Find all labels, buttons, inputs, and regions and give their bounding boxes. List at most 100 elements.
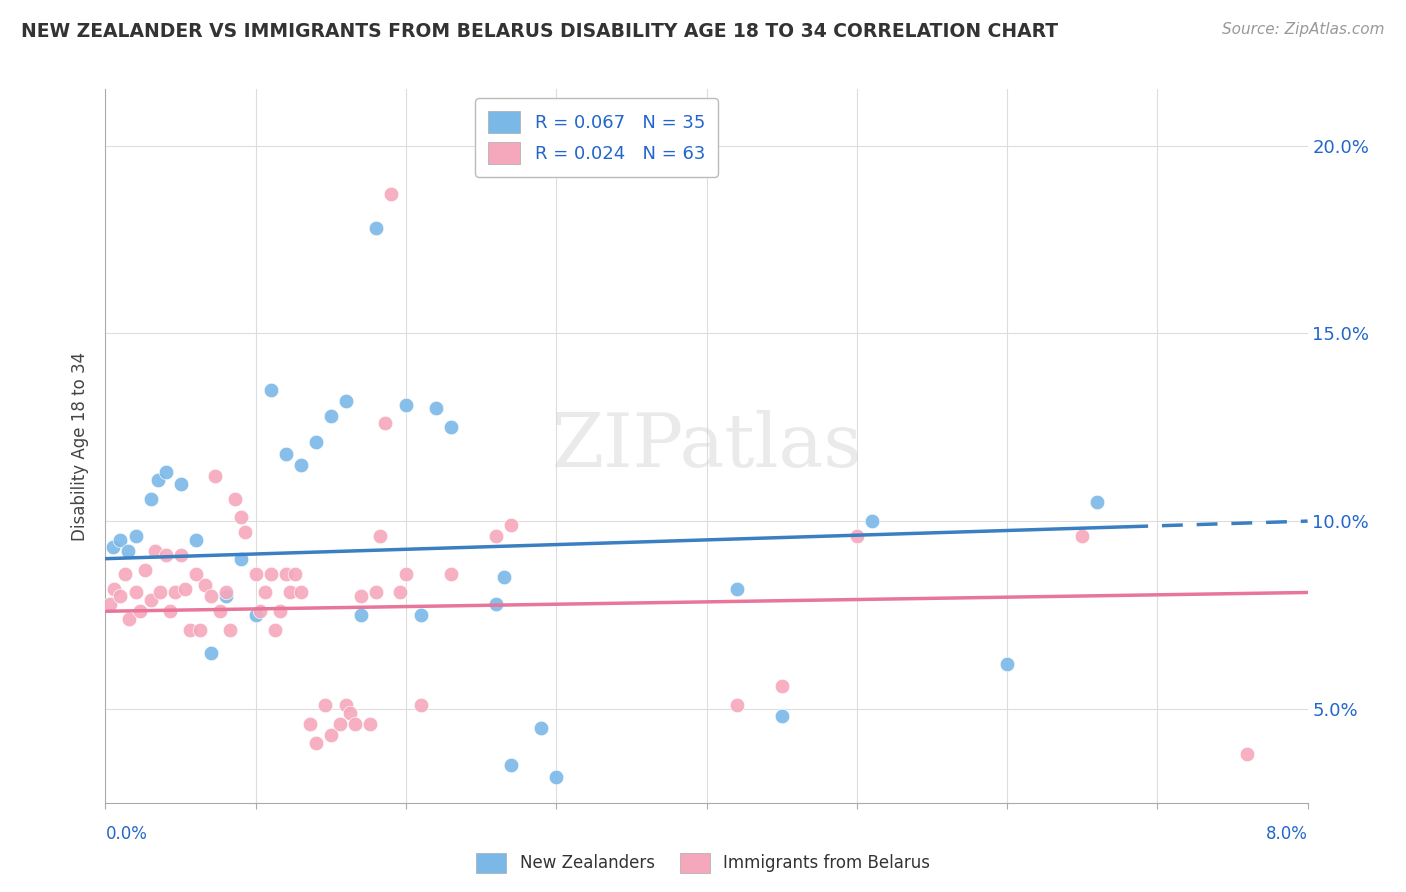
Point — [770, 709, 793, 723]
Legend: New Zealanders, Immigrants from Belarus: New Zealanders, Immigrants from Belarus — [470, 847, 936, 880]
Point — [134, 563, 156, 577]
Point — [159, 604, 181, 618]
Point — [485, 529, 508, 543]
Point — [364, 221, 387, 235]
Point — [174, 582, 197, 596]
Point — [440, 566, 463, 581]
Point — [163, 585, 186, 599]
Point — [395, 398, 418, 412]
Point — [139, 491, 162, 506]
Point — [124, 585, 146, 599]
Point — [224, 491, 246, 506]
Point — [305, 435, 328, 450]
Point — [370, 529, 392, 543]
Point — [129, 604, 152, 618]
Point — [200, 589, 222, 603]
Point — [770, 679, 793, 693]
Point — [995, 657, 1018, 671]
Point — [200, 646, 222, 660]
Point — [492, 570, 515, 584]
Point — [274, 446, 297, 460]
Point — [501, 517, 523, 532]
Point — [260, 566, 283, 581]
Point — [845, 529, 868, 543]
Point — [409, 698, 432, 713]
Point — [298, 717, 321, 731]
Point — [314, 698, 336, 713]
Point — [305, 736, 328, 750]
Point — [114, 566, 136, 581]
Point — [290, 585, 312, 599]
Point — [103, 582, 125, 596]
Point — [1236, 747, 1258, 761]
Point — [290, 458, 312, 472]
Point — [350, 607, 373, 622]
Point — [725, 698, 748, 713]
Point — [329, 717, 352, 731]
Point — [485, 597, 508, 611]
Legend: R = 0.067   N = 35, R = 0.024   N = 63: R = 0.067 N = 35, R = 0.024 N = 63 — [475, 98, 717, 177]
Point — [260, 383, 283, 397]
Point — [335, 698, 357, 713]
Point — [101, 541, 124, 555]
Point — [501, 758, 523, 772]
Point — [278, 585, 301, 599]
Point — [530, 721, 553, 735]
Text: NEW ZEALANDER VS IMMIGRANTS FROM BELARUS DISABILITY AGE 18 TO 34 CORRELATION CHA: NEW ZEALANDER VS IMMIGRANTS FROM BELARUS… — [21, 22, 1059, 41]
Point — [339, 706, 361, 720]
Point — [204, 469, 226, 483]
Point — [440, 420, 463, 434]
Point — [264, 623, 287, 637]
Point — [148, 585, 170, 599]
Point — [169, 476, 191, 491]
Point — [1085, 495, 1108, 509]
Point — [350, 589, 373, 603]
Point — [274, 566, 297, 581]
Point — [380, 187, 402, 202]
Point — [284, 566, 307, 581]
Point — [388, 585, 411, 599]
Point — [146, 473, 169, 487]
Y-axis label: Disability Age 18 to 34: Disability Age 18 to 34 — [72, 351, 90, 541]
Point — [179, 623, 201, 637]
Point — [245, 566, 267, 581]
Point — [245, 607, 267, 622]
Point — [208, 604, 231, 618]
Point — [184, 533, 207, 547]
Point — [188, 623, 211, 637]
Point — [155, 548, 177, 562]
Point — [319, 728, 342, 742]
Point — [335, 393, 357, 408]
Text: ZIPatlas: ZIPatlas — [551, 409, 862, 483]
Point — [110, 533, 132, 547]
Point — [118, 612, 141, 626]
Point — [214, 585, 236, 599]
Point — [1071, 529, 1094, 543]
Point — [117, 544, 139, 558]
Text: 0.0%: 0.0% — [105, 825, 148, 843]
Point — [374, 417, 396, 431]
Point — [194, 578, 217, 592]
Point — [409, 607, 432, 622]
Point — [98, 597, 121, 611]
Point — [359, 717, 381, 731]
Point — [219, 623, 242, 637]
Point — [139, 593, 162, 607]
Point — [184, 566, 207, 581]
Point — [110, 589, 132, 603]
Point — [143, 544, 166, 558]
Point — [124, 529, 146, 543]
Point — [425, 401, 447, 416]
Point — [319, 409, 342, 423]
Point — [395, 566, 418, 581]
Point — [169, 548, 191, 562]
Point — [364, 585, 387, 599]
Point — [249, 604, 271, 618]
Text: Source: ZipAtlas.com: Source: ZipAtlas.com — [1222, 22, 1385, 37]
Point — [214, 589, 236, 603]
Point — [860, 514, 883, 528]
Point — [229, 551, 252, 566]
Point — [229, 510, 252, 524]
Point — [233, 525, 256, 540]
Point — [269, 604, 291, 618]
